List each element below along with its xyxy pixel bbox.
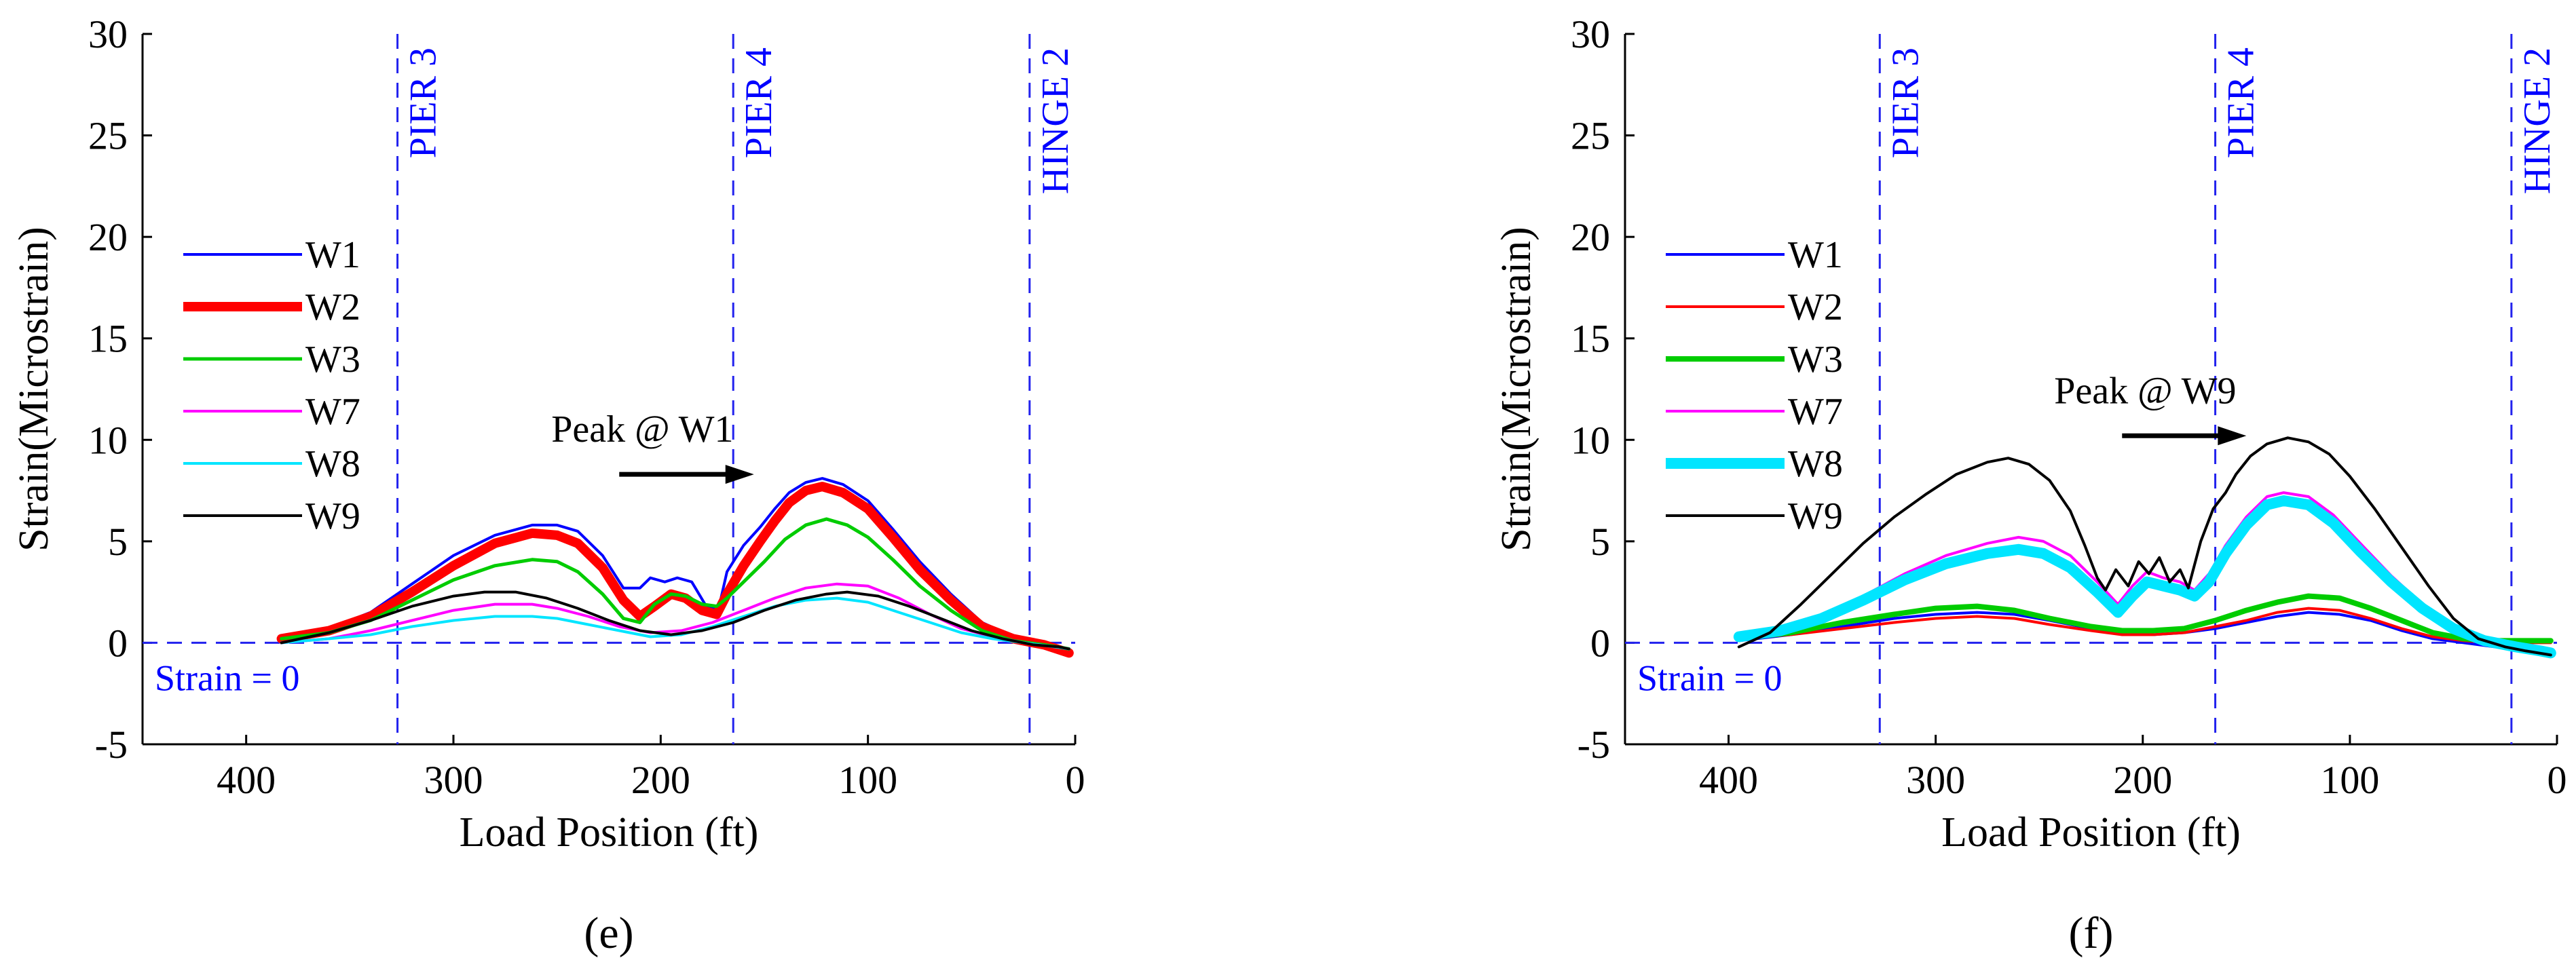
y-tick-label: 15 xyxy=(1571,317,1610,361)
legend-label-w9: W9 xyxy=(305,495,360,537)
zero-strain-label: Strain = 0 xyxy=(155,657,299,698)
series-line-w3 xyxy=(280,517,1071,651)
support-label: PIER 4 xyxy=(738,47,780,158)
x-tick-label: 0 xyxy=(1066,758,1085,802)
x-axis-label: Load Position (ft) xyxy=(1941,809,2241,856)
peak-annotation: Peak @ W9 xyxy=(2054,370,2236,412)
support-label: PIER 4 xyxy=(2220,47,2262,158)
legend-label-w8: W8 xyxy=(1788,443,1843,485)
legend-label-w2: W2 xyxy=(305,286,360,328)
y-tick-label: 0 xyxy=(1590,621,1610,665)
y-tick-label: 30 xyxy=(1571,12,1610,56)
y-tick-label: 10 xyxy=(1571,418,1610,462)
legend-label-w3: W3 xyxy=(1788,339,1843,381)
series-line-w8 xyxy=(1733,495,2556,659)
zero-strain-label: Strain = 0 xyxy=(1637,657,1782,698)
y-tick-label: -5 xyxy=(1578,723,1610,767)
x-tick-label: 300 xyxy=(424,758,483,802)
y-tick-label: 25 xyxy=(88,114,128,158)
x-tick-label: 200 xyxy=(2113,758,2172,802)
y-tick-label: -5 xyxy=(95,723,128,767)
chart-panel-f: -5 0 5 10 15 20 25 30 400 300 200 100 0 Load Position… xyxy=(1493,12,2567,958)
x-tick-label: 400 xyxy=(217,758,276,802)
legend-label-w2: W2 xyxy=(1788,286,1843,328)
series-line-w2 xyxy=(1737,607,2552,645)
y-tick-label: 20 xyxy=(1571,215,1610,259)
series-line-w9 xyxy=(280,590,1070,651)
x-tick-label: 400 xyxy=(1699,758,1758,802)
y-axis-label: Strain(Microstrain) xyxy=(11,227,57,552)
panel-label: (e) xyxy=(584,908,633,958)
y-tick-label: 5 xyxy=(108,520,128,564)
series-line-w2 xyxy=(276,482,1074,658)
peak-arrow-head xyxy=(725,465,754,484)
x-axis-label: Load Position (ft) xyxy=(460,809,759,856)
support-label: HINGE 2 xyxy=(2516,47,2558,194)
support-label: HINGE 2 xyxy=(1034,47,1077,194)
x-tick-label: 300 xyxy=(1906,758,1965,802)
chart-panel-e: -5 0 5 10 15 20 25 30 400 300 200 100 0 Load Position… xyxy=(11,12,1085,958)
y-tick-label: 0 xyxy=(108,621,128,665)
series-line-w7 xyxy=(280,582,1070,651)
x-tick-label: 200 xyxy=(631,758,690,802)
legend-label-w8: W8 xyxy=(305,443,360,485)
legend-label-w7: W7 xyxy=(305,391,360,433)
support-label: PIER 3 xyxy=(403,47,445,158)
peak-arrow-head xyxy=(2218,426,2247,446)
peak-annotation: Peak @ W1 xyxy=(551,408,733,451)
legend-label-w7: W7 xyxy=(1788,391,1843,433)
x-tick-label: 0 xyxy=(2547,758,2567,802)
legend-label-w1: W1 xyxy=(305,234,360,276)
x-tick-label: 100 xyxy=(2320,758,2379,802)
y-tick-label: 15 xyxy=(88,317,128,361)
y-tick-label: 20 xyxy=(88,215,128,259)
x-tick-label: 100 xyxy=(838,758,897,802)
legend-label-w3: W3 xyxy=(305,339,360,381)
y-tick-label: 25 xyxy=(1571,114,1610,158)
support-label: PIER 3 xyxy=(1884,47,1926,158)
legend-label-w9: W9 xyxy=(1788,495,1843,537)
y-axis-label: Strain(Microstrain) xyxy=(1493,227,1539,552)
panel-label: (f) xyxy=(2069,908,2114,958)
y-tick-label: 10 xyxy=(88,418,128,462)
legend-label-w1: W1 xyxy=(1788,234,1843,276)
series-line-w9 xyxy=(1737,436,2552,657)
y-tick-label: 5 xyxy=(1590,520,1610,564)
y-tick-label: 30 xyxy=(88,12,128,56)
series-line-w3 xyxy=(1736,593,2554,644)
